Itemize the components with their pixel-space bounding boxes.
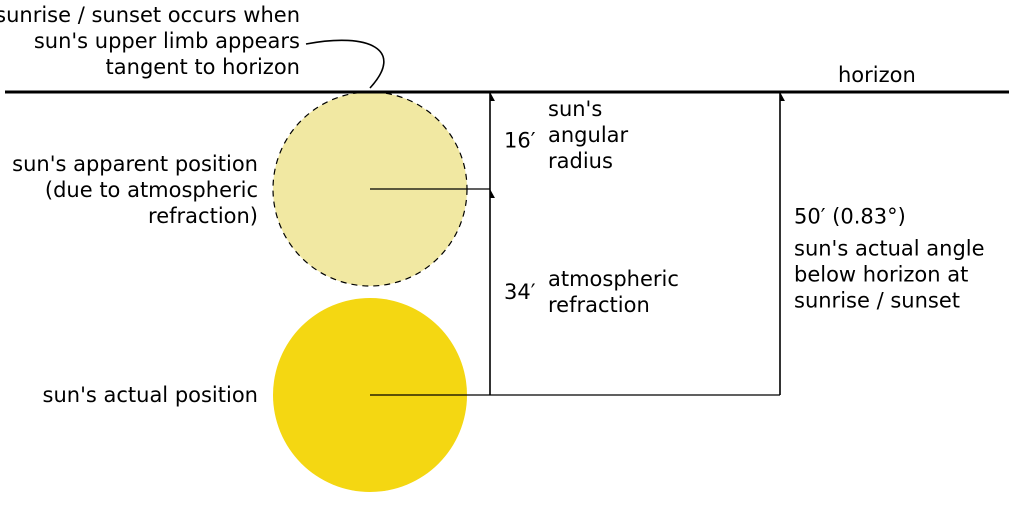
dim-50-value: 50′ (0.83°) [794, 205, 906, 229]
dim-16-label2: angular [548, 123, 629, 147]
dim-16-label3: radius [548, 149, 613, 173]
dim-34-label2: refraction [548, 293, 650, 317]
dim-34-label1: atmospheric [548, 267, 679, 291]
dim-50-label3: sunrise / sunset [794, 289, 960, 313]
top-note-line3: tangent to horizon [106, 55, 300, 79]
dim-16-label1: sun's [548, 97, 602, 121]
dim-34-value: 34′ [504, 280, 536, 304]
top-note-line2: sun's upper limb appears [34, 29, 300, 53]
sun-apparent-label2: (due to atmospheric [45, 178, 258, 202]
sun-apparent-label3: refraction) [148, 204, 258, 228]
top-note-line1: sunrise / sunset occurs when [0, 3, 300, 27]
dim-50-label2: below horizon at [794, 263, 968, 287]
sun-apparent-label1: sun's apparent position [12, 152, 258, 176]
dim-16-value: 16′ [504, 129, 536, 153]
horizon-label: horizon [838, 63, 916, 87]
sun-actual-label: sun's actual position [43, 383, 258, 407]
dim-50-label1: sun's actual angle [794, 237, 985, 261]
